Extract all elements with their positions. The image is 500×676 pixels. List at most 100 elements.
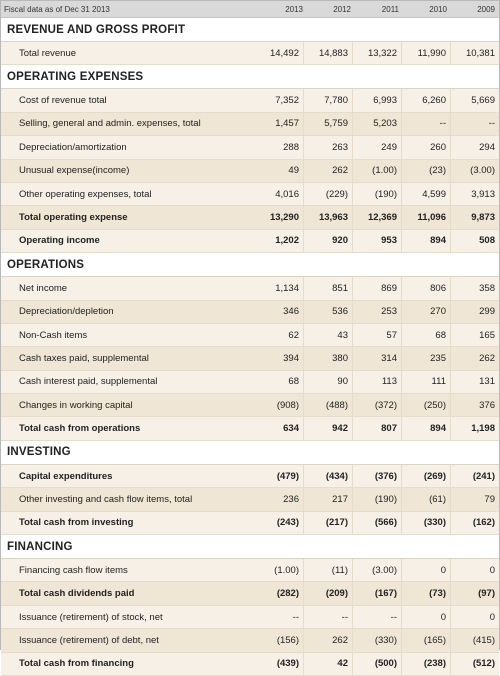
cell-value: 358 bbox=[450, 277, 499, 300]
row-values: (282) (209) (167) (73) (97) bbox=[255, 582, 499, 605]
row-values: 4,016 (229) (190) 4,599 3,913 bbox=[255, 182, 499, 206]
section-heading: OPERATIONS bbox=[1, 253, 499, 278]
row-label: Unusual expense(income) bbox=[19, 165, 130, 177]
row-values: 1,457 5,759 5,203 -- -- bbox=[255, 112, 499, 136]
cell-value: (330) bbox=[352, 629, 401, 652]
row-label: Non-Cash items bbox=[19, 329, 88, 341]
cell-value: 217 bbox=[303, 488, 352, 511]
cell-value: 1,198 bbox=[450, 417, 499, 440]
cell-value: 508 bbox=[450, 229, 499, 253]
section-title: OPERATING EXPENSES bbox=[7, 70, 144, 83]
row-label: Operating income bbox=[19, 235, 100, 247]
row-label: Total revenue bbox=[19, 47, 77, 59]
cell-value: 262 bbox=[450, 347, 499, 370]
row-label: Total cash from operations bbox=[19, 423, 141, 435]
cell-value: (1.00) bbox=[352, 159, 401, 182]
cell-value: (241) bbox=[450, 464, 499, 488]
table-row: Other investing and cash flow items, tot… bbox=[1, 488, 499, 512]
row-values: 7,352 7,780 6,993 6,260 5,669 bbox=[255, 89, 499, 112]
cell-value: (61) bbox=[401, 488, 450, 511]
cell-value: 12,369 bbox=[352, 206, 401, 229]
row-label: Total cash from investing bbox=[19, 517, 134, 529]
cell-value: 4,016 bbox=[275, 188, 299, 200]
cell-value: 294 bbox=[450, 136, 499, 159]
table-row: Net income 1,134 851 869 806 358 bbox=[1, 277, 499, 301]
row-values: 68 90 113 111 131 bbox=[255, 370, 499, 394]
row-label: Capital expenditures bbox=[19, 470, 113, 482]
cell-value: 270 bbox=[401, 300, 450, 323]
cell-value: 68 bbox=[288, 376, 299, 388]
cell-value: 807 bbox=[352, 417, 401, 440]
cell-value: 14,492 bbox=[269, 47, 299, 59]
section-heading: FINANCING bbox=[1, 535, 499, 560]
year-header: 2009 bbox=[477, 4, 495, 14]
cell-value: 806 bbox=[401, 277, 450, 300]
cell-value: (243) bbox=[276, 517, 299, 529]
row-values: (479) (434) (376) (269) (241) bbox=[255, 464, 499, 488]
section-heading: REVENUE AND GROSS PROFIT bbox=[1, 18, 499, 42]
row-values: -- -- -- 0 0 bbox=[255, 605, 499, 629]
row-values: 1,202 920 953 894 508 bbox=[255, 229, 499, 253]
row-label: Financing cash flow items bbox=[19, 564, 128, 576]
cell-value: 57 bbox=[352, 323, 401, 347]
cell-value: (566) bbox=[352, 511, 401, 535]
cell-value: 0 bbox=[450, 605, 499, 629]
cell-value: (165) bbox=[401, 629, 450, 652]
row-values: 634 942 807 894 1,198 bbox=[255, 417, 499, 440]
cell-value: (3.00) bbox=[352, 559, 401, 582]
cell-value: (229) bbox=[303, 182, 352, 206]
cell-value: 380 bbox=[303, 347, 352, 370]
table-row: Other operating expenses, total 4,016 (229… bbox=[1, 182, 499, 207]
cell-value: 0 bbox=[450, 559, 499, 582]
cell-value: 869 bbox=[352, 277, 401, 300]
cell-value: (217) bbox=[303, 511, 352, 535]
cell-value: 536 bbox=[303, 300, 352, 323]
year-header: 2011 bbox=[381, 4, 399, 14]
table-row: Changes in working capital (908) (488) (372… bbox=[1, 394, 499, 418]
section-title: OPERATIONS bbox=[7, 258, 85, 271]
section-heading: INVESTING bbox=[1, 440, 499, 465]
row-values: (156) 262 (330) (165) (415) bbox=[255, 629, 499, 652]
table-row: Financing cash flow items (1.00) (11) (3.00… bbox=[1, 559, 499, 583]
section-heading: OPERATING EXPENSES bbox=[1, 65, 499, 90]
section-title: REVENUE AND GROSS PROFIT bbox=[7, 23, 186, 36]
row-values: 394 380 314 235 262 bbox=[255, 347, 499, 370]
cell-value: 10,381 bbox=[450, 42, 499, 65]
cell-value: 4,599 bbox=[401, 182, 450, 206]
cell-value: 1,457 bbox=[275, 118, 299, 130]
row-label: Issuance (retirement) of stock, net bbox=[19, 611, 163, 623]
cell-value: 314 bbox=[352, 347, 401, 370]
cell-value: 68 bbox=[401, 323, 450, 347]
cell-value: 14,883 bbox=[303, 42, 352, 65]
cell-value: 79 bbox=[450, 488, 499, 511]
cell-value: 920 bbox=[303, 229, 352, 253]
row-label: Cost of revenue total bbox=[19, 95, 107, 107]
cell-value: 634 bbox=[283, 423, 299, 435]
cell-value: 7,780 bbox=[303, 89, 352, 112]
cell-value: 0 bbox=[401, 605, 450, 629]
table-row: Non-Cash items 62 43 57 68 165 bbox=[1, 323, 499, 348]
section-title: FINANCING bbox=[7, 540, 73, 553]
table-header: Fiscal data as of Dec 31 2013 2013 2012 … bbox=[1, 1, 499, 18]
table-row-total: Total cash from investing (243) (217) (566)… bbox=[1, 511, 499, 536]
row-label: Selling, general and admin. expenses, to… bbox=[19, 118, 201, 130]
year-header: 2013 bbox=[285, 4, 303, 14]
row-label: Cash interest paid, supplemental bbox=[19, 376, 158, 388]
cell-value: (500) bbox=[352, 652, 401, 675]
cell-value: 1,134 bbox=[275, 282, 299, 294]
table-row-total: Operating income 1,202 920 953 894 508 bbox=[1, 229, 499, 254]
cell-value: 7,352 bbox=[275, 95, 299, 107]
table-row: Depreciation/amortization 288 263 249 260 294 bbox=[1, 136, 499, 160]
cell-value: 260 bbox=[401, 136, 450, 159]
table-row-total: Total cash dividends paid (282) (209) (167)… bbox=[1, 582, 499, 606]
cell-value: (415) bbox=[450, 629, 499, 652]
table-row-total: Total cash from operations 634 942 807 894 1,… bbox=[1, 417, 499, 441]
cell-value: (282) bbox=[276, 588, 299, 600]
table-row: Total revenue 14,492 14,883 13,322 11,990 10,… bbox=[1, 42, 499, 66]
cell-value: 5,759 bbox=[303, 112, 352, 136]
row-label: Issuance (retirement) of debt, net bbox=[19, 634, 159, 646]
cell-value: -- bbox=[401, 112, 450, 136]
cell-value: 62 bbox=[288, 329, 299, 341]
cell-value: 11,990 bbox=[401, 42, 450, 65]
